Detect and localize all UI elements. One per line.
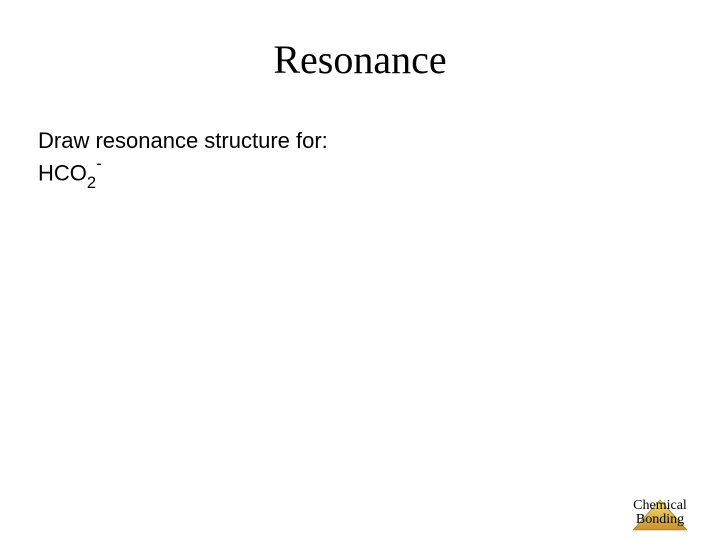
formula-subscript: 2 bbox=[87, 174, 96, 192]
prompt-line: Draw resonance structure for: bbox=[38, 128, 328, 154]
formula-superscript: - bbox=[96, 155, 102, 173]
footer-line1: Chemical bbox=[633, 498, 687, 513]
formula-prefix: HCO bbox=[38, 160, 87, 185]
slide-title: Resonance bbox=[0, 36, 720, 83]
footer-badge: Chemical Bonding bbox=[620, 499, 700, 528]
chemical-formula: HCO2- bbox=[38, 158, 102, 191]
footer-line2: Bonding bbox=[636, 512, 684, 527]
footer-label: Chemical Bonding bbox=[620, 499, 700, 528]
